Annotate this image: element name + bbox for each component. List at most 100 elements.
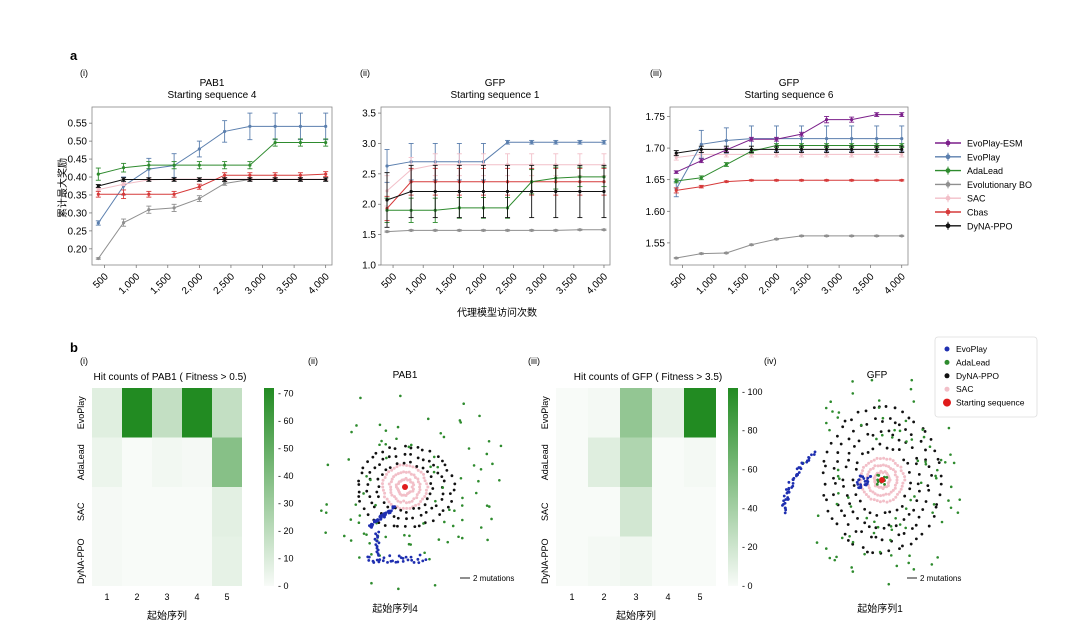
scatter-point-adalead (320, 509, 323, 512)
series-line (676, 148, 902, 154)
scatter-point-sac (423, 495, 427, 499)
data-point (850, 178, 854, 182)
scatter-point-adalead (887, 582, 891, 586)
scatter-point-evoplay (812, 453, 816, 456)
scatter-point-adalead (368, 541, 371, 545)
scatter-point-sac (867, 486, 871, 490)
scatter-point-dyna-ppo (426, 470, 429, 474)
colorbar (728, 388, 738, 586)
scatter-point-dyna-ppo (870, 535, 873, 539)
data-point (900, 178, 904, 182)
scatter-point-dyna-ppo (938, 493, 942, 497)
legend-box (934, 336, 1038, 418)
x-tick-label: 1,000 (404, 271, 430, 297)
scatter-point-adalead (357, 521, 361, 524)
scatter-point-dyna-ppo (871, 551, 875, 555)
scatter-point-evoplay (424, 558, 428, 562)
scatter-point-dyna-ppo (441, 492, 445, 496)
scatter-point-adalead (956, 511, 960, 514)
scatter-point-dyna-ppo (431, 487, 435, 490)
scatter-point-dyna-ppo (382, 501, 386, 505)
scatter-point-adalead (485, 504, 489, 507)
scatter-point-sac (873, 464, 877, 468)
scatter-point-dyna-ppo (840, 509, 843, 513)
legend-label: EvoPlay-ESM (967, 139, 1023, 149)
scatter-point-evoplay (376, 536, 380, 539)
scatter-point-adalead (498, 478, 501, 482)
scatter-point-dyna-ppo (915, 499, 919, 503)
scatter-point-adalead (385, 456, 388, 460)
scatter-point-sac (881, 463, 885, 467)
scatter-point-dyna-ppo (917, 515, 921, 519)
scatter-point-dyna-ppo (881, 420, 884, 423)
scatter-point-dyna-ppo (897, 533, 901, 537)
scatter-point-sac (385, 497, 389, 501)
scatter-point-adalead (935, 468, 939, 472)
col-label: 4 (665, 592, 670, 602)
row-label: EvoPlay (540, 396, 550, 430)
scatter-point-dyna-ppo (453, 482, 457, 486)
scatter-point-dyna-ppo (357, 479, 360, 483)
scatter-point-sac (891, 459, 895, 463)
data-point (121, 182, 126, 186)
heatmap-cell (152, 388, 182, 438)
data-point (875, 178, 879, 182)
scatter-point-dyna-ppo (891, 448, 895, 451)
row-label: EvoPlay (76, 396, 86, 430)
scatter-point-sac (872, 458, 876, 462)
data-point (223, 177, 227, 182)
scatter-point-evoplay (376, 519, 380, 522)
scatter-point-sac (869, 497, 873, 501)
scatter-point-adalead (883, 482, 886, 486)
scatter-point-adalead (460, 536, 464, 540)
scatter-point-adalead (408, 534, 411, 538)
scatter-point-sac (423, 479, 427, 483)
scatter-point-sac (389, 502, 393, 506)
scatter-point-adalead (876, 473, 880, 477)
scatter-point-dyna-ppo (888, 510, 892, 514)
data-point (824, 178, 829, 182)
scatter-point-sac (867, 470, 871, 474)
series-cbas (384, 167, 607, 222)
scatter-point-sac (412, 497, 416, 501)
scatter-point-sac (872, 498, 876, 502)
scatter-point-adalead (457, 535, 460, 539)
colorbar (264, 388, 274, 586)
scatter-point-adalead (851, 540, 855, 544)
data-point (900, 234, 904, 238)
scatter-point-sac (893, 461, 897, 465)
scatter-point-dyna-ppo (448, 492, 452, 495)
series-line (98, 179, 326, 187)
scatter-point-sac (399, 471, 403, 475)
scatter-point-adalead (875, 437, 878, 441)
scatter-point-adalead (384, 429, 388, 432)
scatter-point-dyna-ppo (895, 508, 899, 512)
scatter-point-sac (405, 506, 409, 510)
scatter-point-sac (395, 465, 399, 469)
scatter-point-adalead (863, 552, 866, 556)
scatter-point-dyna-ppo (901, 410, 904, 414)
scatter-point-sac (893, 486, 897, 490)
scatter-point-adalead (940, 520, 944, 524)
scatter-point-dyna-ppo (909, 433, 913, 436)
scatter-point-evoplay (367, 558, 371, 562)
scatter-point-dyna-ppo (436, 471, 440, 475)
scatter-point-dyna-ppo (374, 451, 378, 455)
series-line (676, 235, 902, 259)
x-tick-label: 1,500 (726, 271, 752, 297)
scatter-point-sac (869, 459, 873, 463)
heatmap-title: Hit counts of GFP ( Fitness > 3.5) (574, 372, 722, 383)
series-line (387, 176, 604, 211)
scatter-point-sac (898, 490, 902, 494)
scatter-point-sac (412, 483, 416, 487)
scatter-point-sac (424, 488, 428, 492)
heatmap-cell (684, 388, 716, 438)
data-point (799, 137, 804, 141)
data-point (699, 176, 703, 180)
heatmap-cell (212, 487, 242, 537)
data-point (900, 147, 904, 151)
data-point (96, 187, 100, 192)
scatter-point-dyna-ppo (381, 473, 384, 477)
scatter-point-sac (885, 457, 889, 461)
scatter-point-dyna-ppo (887, 549, 891, 553)
